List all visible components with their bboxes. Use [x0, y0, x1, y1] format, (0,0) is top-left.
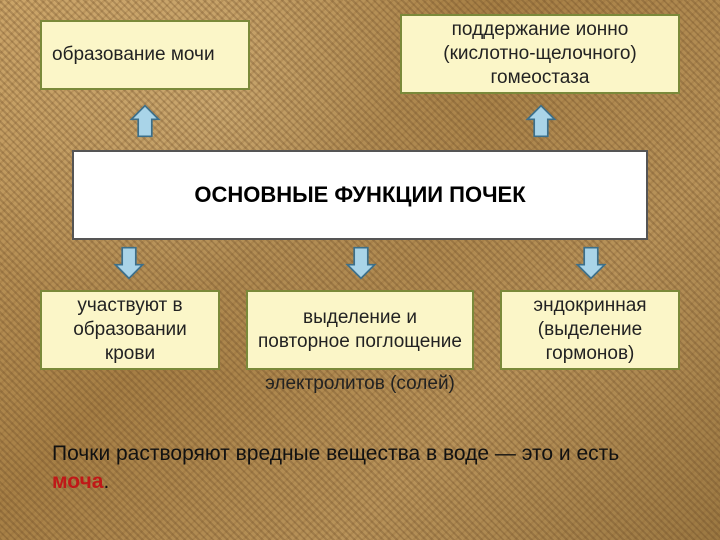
node-top-right: поддержание ионно (кислотно-щелочного) г…: [400, 14, 680, 94]
node-bottom-center: выделение и повторное поглощение: [246, 290, 474, 370]
node-center: ОСНОВНЫЕ ФУНКЦИИ ПОЧЕК: [72, 150, 648, 240]
arrow-bottom-center: [344, 246, 378, 280]
footer-highlight: моча: [52, 470, 103, 493]
arrow-bottom-left: [112, 246, 146, 280]
node-center-text: ОСНОВНЫЕ ФУНКЦИИ ПОЧЕК: [194, 181, 525, 209]
node-top-left-text: образование мочи: [52, 43, 215, 67]
footer-pre: Почки растворяют вредные вещества в воде…: [52, 442, 619, 465]
node-bottom-center-overflow-text: электролитов (солей): [265, 373, 455, 394]
node-bottom-center-overflow: электролитов (солей): [246, 372, 474, 396]
arrow-top-left: [128, 104, 162, 138]
arrow-bottom-right: [574, 246, 608, 280]
arrow-top-right: [524, 104, 558, 138]
node-bottom-left-text: участвуют в образовании крови: [52, 294, 208, 365]
footer-post: .: [103, 470, 109, 493]
node-bottom-right-text: эндокринная (выделение гормонов): [512, 294, 668, 365]
footer-text: Почки растворяют вредные вещества в воде…: [52, 440, 672, 497]
node-bottom-left: участвуют в образовании крови: [40, 290, 220, 370]
node-bottom-center-text: выделение и повторное поглощение: [258, 306, 462, 354]
diagram-canvas: образование мочи поддержание ионно (кисл…: [0, 0, 720, 540]
node-bottom-right: эндокринная (выделение гормонов): [500, 290, 680, 370]
node-top-right-text: поддержание ионно (кислотно-щелочного) г…: [412, 18, 668, 89]
node-top-left: образование мочи: [40, 20, 250, 90]
